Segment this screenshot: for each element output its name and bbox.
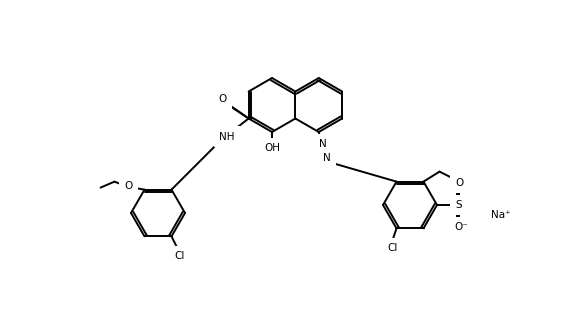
Text: NH: NH bbox=[219, 131, 234, 142]
Text: N: N bbox=[319, 139, 327, 149]
Text: Cl: Cl bbox=[175, 251, 185, 261]
Text: O: O bbox=[218, 95, 227, 105]
Text: S: S bbox=[455, 200, 462, 210]
Text: Na⁺: Na⁺ bbox=[491, 210, 511, 220]
Text: O⁻: O⁻ bbox=[454, 222, 468, 232]
Text: Cl: Cl bbox=[387, 243, 398, 253]
Text: O: O bbox=[124, 181, 132, 191]
Text: OH: OH bbox=[264, 143, 280, 153]
Text: N: N bbox=[323, 153, 331, 163]
Text: O: O bbox=[455, 178, 463, 188]
